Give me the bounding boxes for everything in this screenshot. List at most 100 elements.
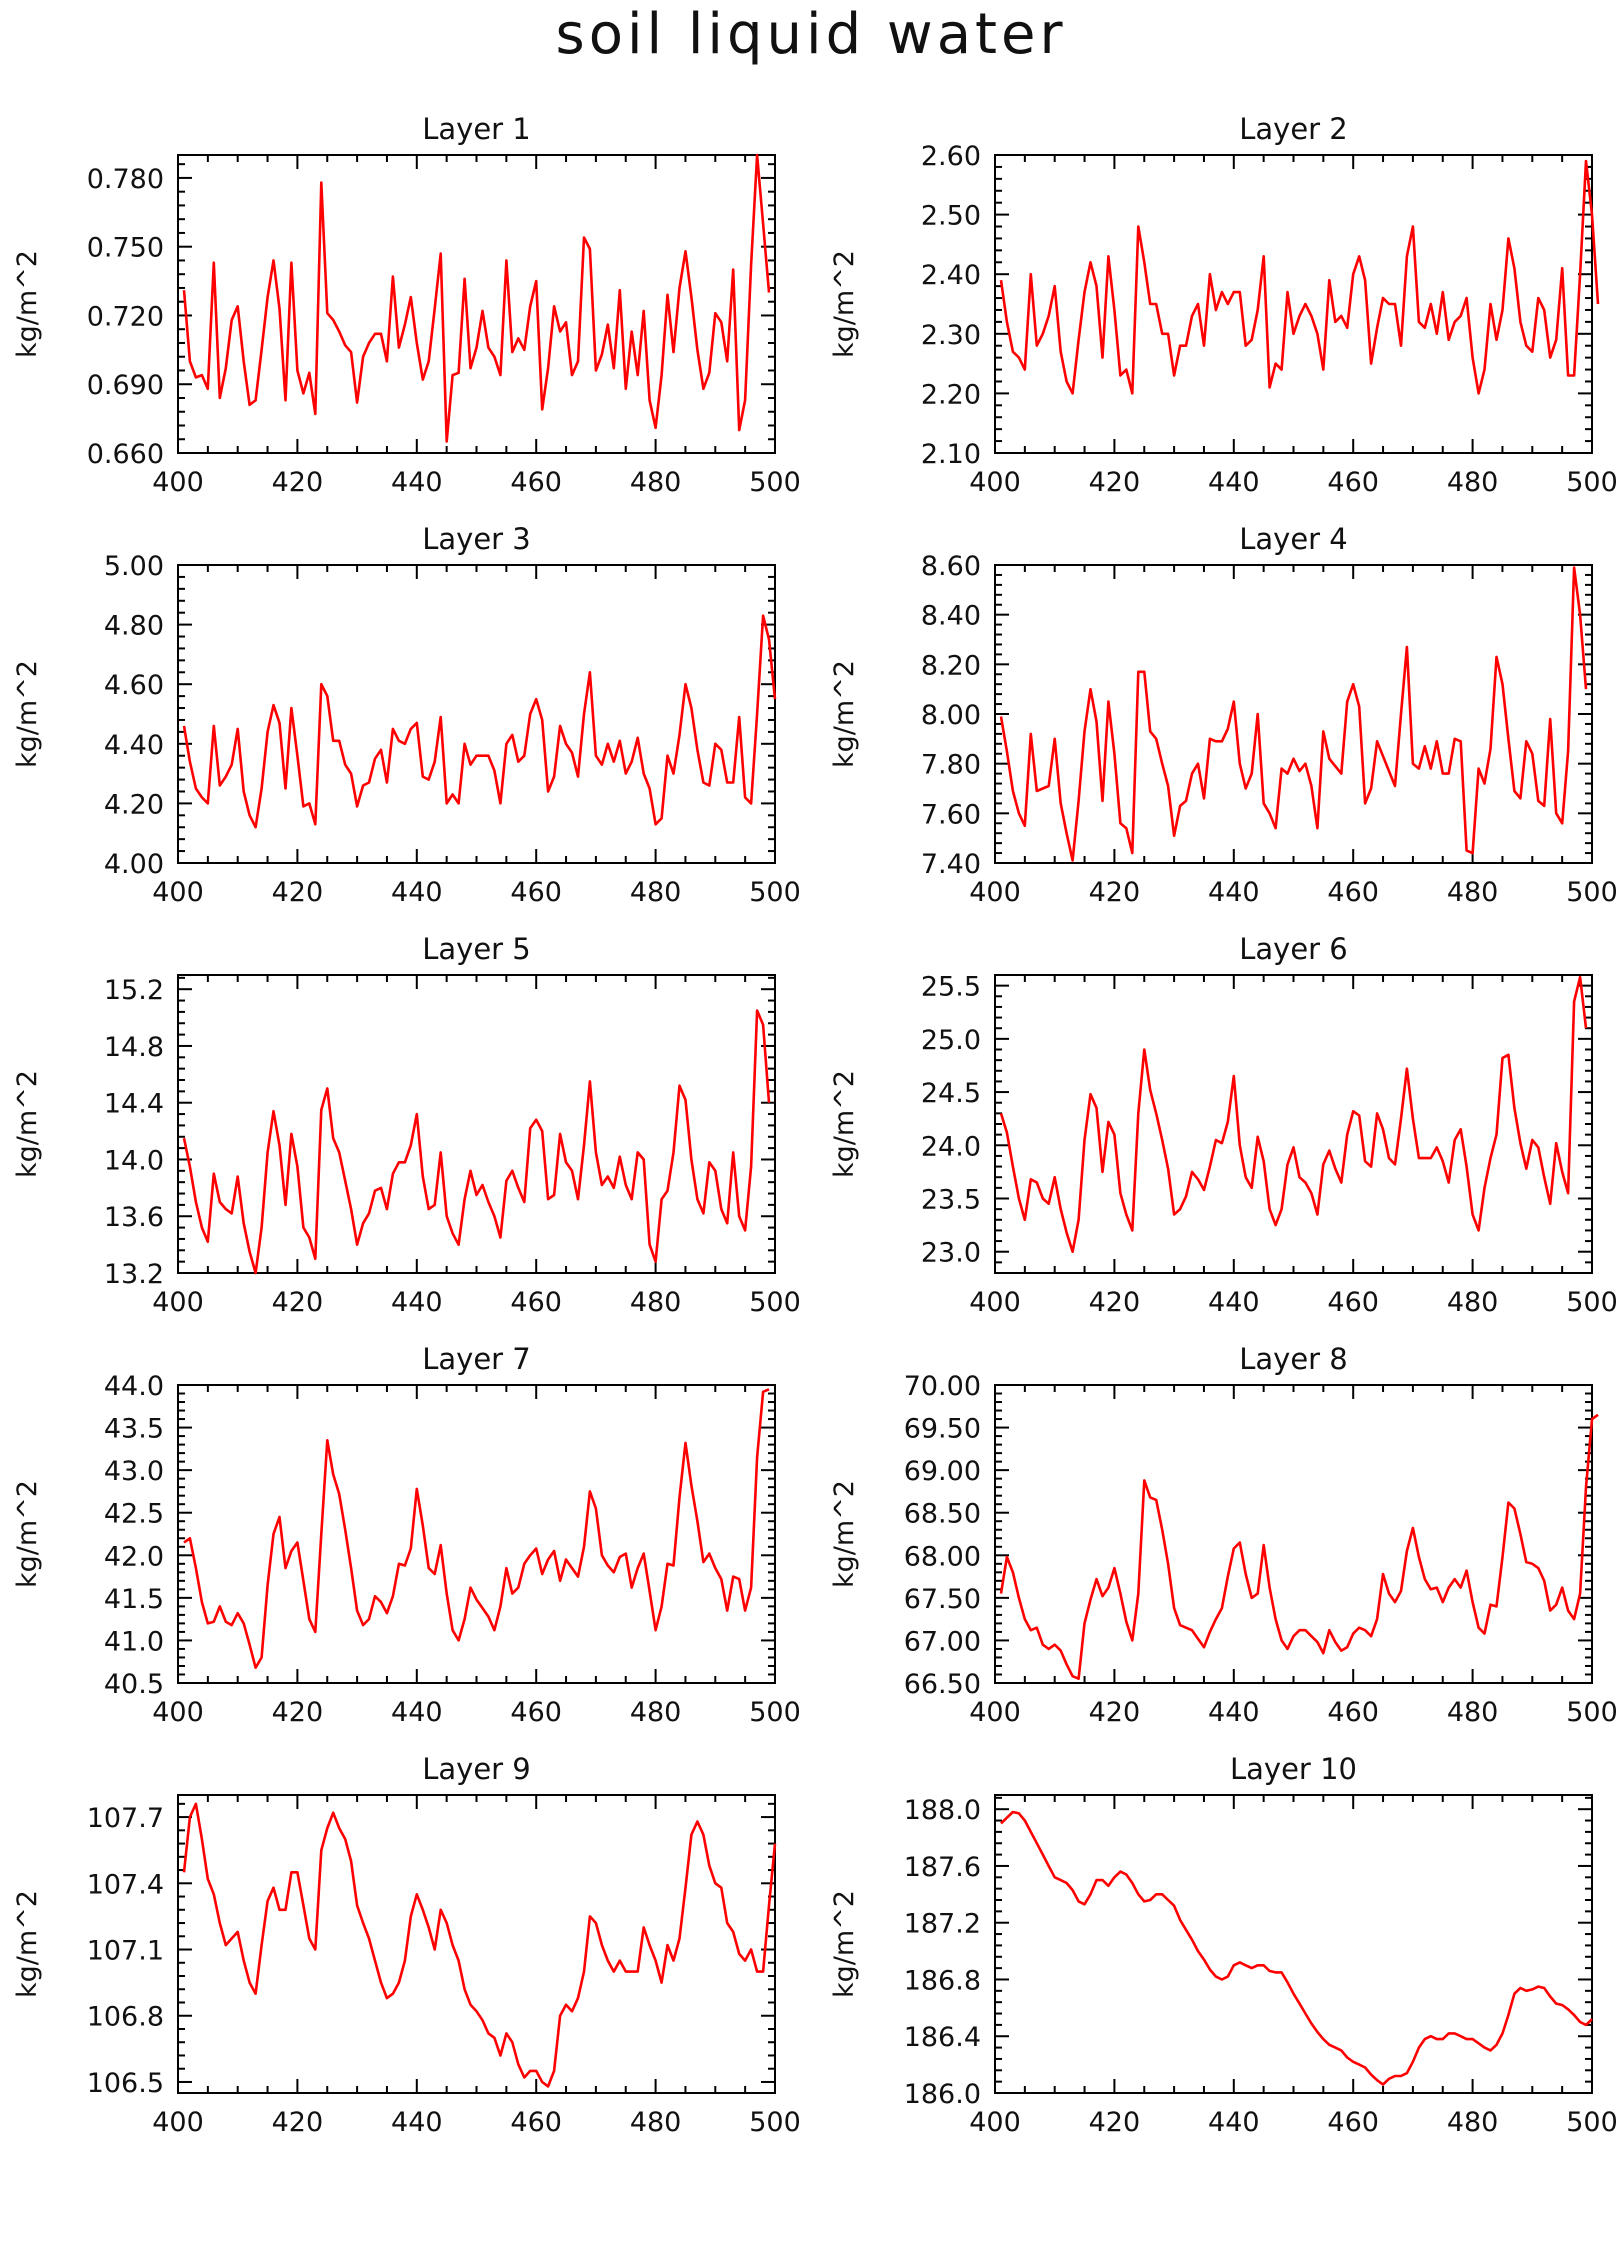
x-tick-label: 400 — [969, 1697, 1021, 1728]
x-tick-label: 440 — [1208, 1697, 1260, 1728]
x-tick-label: 460 — [510, 877, 562, 908]
y-tick-label: 43.0 — [104, 1456, 164, 1487]
y-tick-label: 4.20 — [104, 789, 164, 820]
x-tick-label: 500 — [749, 467, 801, 498]
y-tick-label: 23.5 — [921, 1185, 981, 1216]
x-tick-label: 460 — [1327, 1287, 1379, 1318]
y-tick-label: 15.2 — [104, 975, 164, 1006]
y-tick-label: 14.4 — [104, 1089, 164, 1120]
x-tick-label: 500 — [749, 1697, 801, 1728]
plot-frame — [994, 974, 1593, 1274]
x-tick-label: 480 — [1447, 2107, 1499, 2138]
y-tick-label: 4.80 — [104, 611, 164, 642]
x-tick-label: 420 — [272, 467, 324, 498]
series-line — [182, 153, 771, 443]
x-tick-label: 480 — [630, 2107, 682, 2138]
y-tick-label: 107.1 — [87, 1936, 164, 1967]
y-tick-label: 0.690 — [87, 370, 164, 401]
y-tick-label: 8.20 — [921, 650, 981, 681]
x-tick-label: 420 — [272, 877, 324, 908]
plot-frame — [994, 564, 1593, 864]
x-tick-label: 500 — [749, 1287, 801, 1318]
x-tick-label: 420 — [1089, 1287, 1141, 1318]
y-axis-label: kg/m^2 — [829, 1070, 860, 1178]
panel-title: Layer 1 — [422, 112, 531, 146]
chart-panel-layer-10: 400 420 440 460 480 500 186.0 186.4 186.8 187.2 18… — [829, 1752, 1618, 2138]
x-tick-label: 480 — [630, 467, 682, 498]
panel-title: Layer 2 — [1239, 112, 1348, 146]
y-axis-label: kg/m^2 — [12, 250, 43, 358]
y-tick-label: 2.50 — [921, 201, 981, 232]
x-tick-label: 500 — [749, 2107, 801, 2138]
x-tick-label: 420 — [1089, 467, 1141, 498]
x-tick-label: 440 — [1208, 877, 1260, 908]
x-tick-label: 440 — [391, 2107, 443, 2138]
panel-title: Layer 7 — [422, 1342, 531, 1376]
x-tick-label: 400 — [152, 1697, 204, 1728]
x-tick-label: 500 — [1566, 877, 1618, 908]
y-tick-label: 107.4 — [87, 1869, 164, 1900]
y-axis-label: kg/m^2 — [829, 1480, 860, 1588]
x-tick-label: 400 — [969, 467, 1021, 498]
x-tick-label: 420 — [1089, 877, 1141, 908]
x-tick-label: 480 — [630, 1287, 682, 1318]
y-axis-label: kg/m^2 — [12, 1890, 43, 1998]
x-tick-label: 440 — [391, 1697, 443, 1728]
x-tick-label: 500 — [1566, 2107, 1618, 2138]
y-tick-label: 0.780 — [87, 164, 164, 195]
y-tick-label: 4.60 — [104, 670, 164, 701]
y-tick-label: 8.40 — [921, 601, 981, 632]
x-tick-label: 400 — [969, 877, 1021, 908]
y-tick-label: 107.7 — [87, 1803, 164, 1834]
x-tick-label: 480 — [630, 877, 682, 908]
x-tick-label: 480 — [1447, 1287, 1499, 1318]
x-tick-label: 440 — [391, 467, 443, 498]
x-tick-label: 500 — [1566, 1697, 1618, 1728]
y-tick-label: 67.00 — [904, 1626, 981, 1657]
x-tick-label: 480 — [1447, 467, 1499, 498]
y-tick-label: 40.5 — [104, 1669, 164, 1700]
plot-frame — [177, 974, 776, 1274]
x-tick-label: 460 — [510, 1287, 562, 1318]
y-tick-label: 106.5 — [87, 2068, 164, 2099]
series-line — [182, 1009, 771, 1275]
x-tick-label: 400 — [152, 467, 204, 498]
x-tick-label: 460 — [1327, 2107, 1379, 2138]
chart-panel-layer-8: 400 420 440 460 480 500 66.50 67.00 67.50 68.00 68… — [829, 1342, 1618, 1728]
y-tick-label: 14.8 — [104, 1032, 164, 1063]
plot-frame — [177, 564, 776, 864]
y-tick-label: 42.0 — [104, 1541, 164, 1572]
x-tick-label: 420 — [272, 1697, 324, 1728]
panel-title: Layer 5 — [422, 932, 531, 966]
y-tick-label: 23.0 — [921, 1238, 981, 1269]
chart-panel-layer-6: 400 420 440 460 480 500 23.0 23.5 24.0 24.5 25.0 25… — [829, 932, 1618, 1318]
x-tick-label: 420 — [272, 2107, 324, 2138]
y-tick-label: 0.660 — [87, 439, 164, 470]
y-tick-label: 24.5 — [921, 1078, 981, 1109]
panel-title: Layer 8 — [1239, 1342, 1348, 1376]
y-tick-label: 41.0 — [104, 1626, 164, 1657]
y-tick-label: 186.4 — [904, 2022, 981, 2053]
y-tick-label: 186.8 — [904, 1965, 981, 1996]
panel-title: Layer 4 — [1239, 522, 1348, 556]
series-line — [999, 159, 1600, 395]
series-line — [183, 1388, 770, 1669]
x-tick-label: 400 — [152, 1287, 204, 1318]
y-tick-label: 69.00 — [904, 1456, 981, 1487]
x-tick-label: 480 — [1447, 877, 1499, 908]
y-axis-label: kg/m^2 — [829, 660, 860, 768]
chart-panel-layer-2: 400 420 440 460 480 500 2.10 2.20 2.30 2.40 2.50 2.… — [829, 112, 1618, 498]
chart-panel-layer-1: 400 420 440 460 480 500 0.660 0.690 0.720 0.750 0.… — [12, 112, 801, 498]
x-tick-label: 440 — [1208, 1287, 1260, 1318]
y-tick-label: 2.60 — [921, 141, 981, 172]
plot-frame — [177, 1384, 776, 1684]
plot-frame — [994, 1794, 1593, 2094]
x-tick-label: 500 — [1566, 1287, 1618, 1318]
y-tick-label: 25.0 — [921, 1025, 981, 1056]
y-tick-label: 7.60 — [921, 799, 981, 830]
x-tick-label: 480 — [1447, 1697, 1499, 1728]
y-tick-label: 186.0 — [904, 2079, 981, 2110]
y-tick-label: 2.10 — [921, 439, 981, 470]
y-axis-label: kg/m^2 — [12, 1480, 43, 1588]
